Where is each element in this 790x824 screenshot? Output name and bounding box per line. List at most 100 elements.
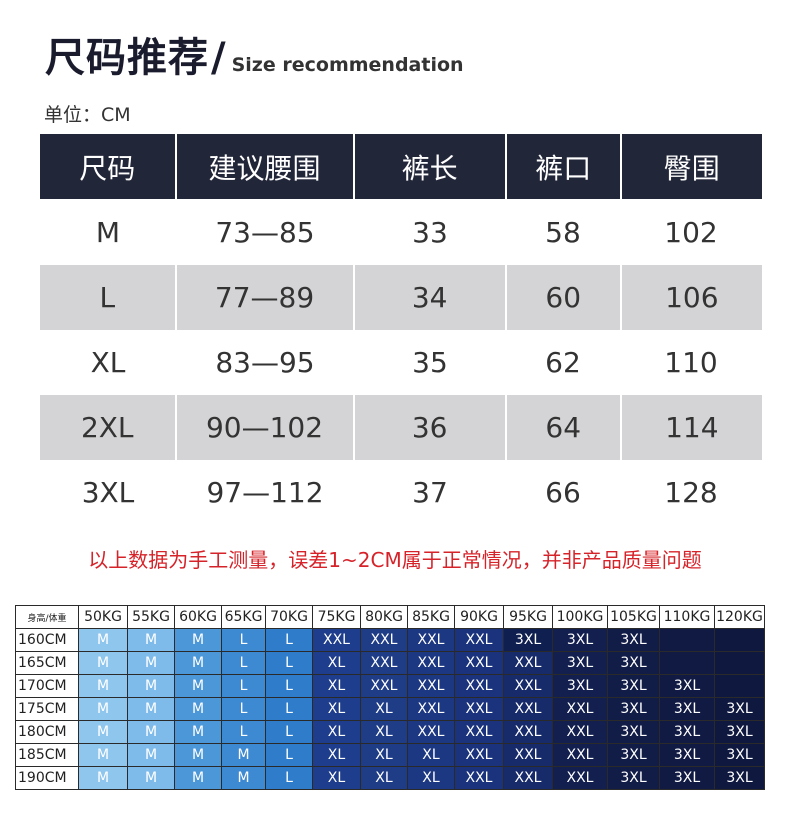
grid-size-cell: M xyxy=(78,651,128,675)
grid-row: 165CM M M M L L XL XXL XXL XXL XXL 3XL 3XL xyxy=(15,651,765,675)
grid-size-cell: XL xyxy=(312,743,361,767)
grid-size-cell: XL xyxy=(407,766,455,790)
grid-size-cell: XXL xyxy=(407,628,455,652)
grid-size-cell: XL xyxy=(312,697,361,721)
grid-size-cell: XXL xyxy=(360,651,408,675)
cell-waist: 73—85 xyxy=(215,216,315,249)
grid-weight-header: 105KG xyxy=(607,605,660,629)
grid-size-cell: M xyxy=(78,766,128,790)
cell-length: 37 xyxy=(412,476,448,509)
grid-size-cell: L xyxy=(265,720,313,744)
grid-row: 185CM M M M M L XL XL XL XXL XXL XXL 3XL 3XL 3XL xyxy=(15,743,765,767)
grid-size-cell: XXL xyxy=(454,651,504,675)
grid-size-cell: XL xyxy=(360,697,408,721)
header-length: 裤长 xyxy=(352,134,505,199)
grid-size-cell: L xyxy=(221,720,266,744)
cell-leg-opening: 64 xyxy=(504,395,620,460)
grid-size-cell: XL xyxy=(360,720,408,744)
table-row: L 77—89 34 60 106 xyxy=(40,265,762,330)
grid-size-cell: XXL xyxy=(360,628,408,652)
title-slash: / xyxy=(211,35,226,81)
unit-label: 单位：CM xyxy=(44,104,131,126)
grid-height-label: 165CM xyxy=(15,651,79,675)
grid-size-cell: 3XL xyxy=(552,628,608,652)
grid-size-cell xyxy=(714,651,765,675)
grid-size-cell: XXL xyxy=(503,651,553,675)
grid-size-cell: 3XL xyxy=(659,674,715,698)
header-hip: 臀围 xyxy=(619,134,762,199)
grid-weight-header: 95KG xyxy=(503,605,553,629)
grid-size-cell: L xyxy=(221,697,266,721)
grid-weight-header: 120KG xyxy=(714,605,765,629)
cell-length: 34 xyxy=(352,265,505,330)
grid-size-cell: M xyxy=(127,697,175,721)
grid-size-cell: XXL xyxy=(552,720,608,744)
grid-height-label: 175CM xyxy=(15,697,79,721)
grid-size-cell: 3XL xyxy=(503,628,553,652)
grid-size-cell: 3XL xyxy=(659,766,715,790)
grid-size-cell: 3XL xyxy=(714,743,765,767)
grid-size-cell: M xyxy=(174,628,222,652)
grid-size-cell: XL xyxy=(407,743,455,767)
grid-size-cell: M xyxy=(78,720,128,744)
grid-height-label: 180CM xyxy=(15,720,79,744)
grid-size-cell xyxy=(714,674,765,698)
grid-row: 180CM M M M L L XL XL XXL XXL XXL XXL 3XL 3XL 3XL xyxy=(15,720,765,744)
grid-size-cell: M xyxy=(78,628,128,652)
grid-size-cell: XXL xyxy=(454,766,504,790)
grid-size-cell: M xyxy=(174,720,222,744)
grid-weight-header: 75KG xyxy=(312,605,361,629)
grid-size-cell: L xyxy=(221,628,266,652)
grid-row: 175CM M M M L L XL XL XXL XXL XXL XXL 3XL 3XL 3XL xyxy=(15,697,765,721)
grid-size-cell: 3XL xyxy=(607,743,660,767)
cell-hip: 102 xyxy=(664,216,718,249)
grid-header-row: 身高/体重 50KG 55KG 60KG 65KG 70KG 75KG 80KG 85KG 90K… xyxy=(15,605,765,629)
grid-size-cell: XL xyxy=(312,651,361,675)
grid-size-cell: XXL xyxy=(552,766,608,790)
cell-length: 33 xyxy=(412,216,448,249)
grid-size-cell: 3XL xyxy=(659,720,715,744)
grid-height-label: 185CM xyxy=(15,743,79,767)
cell-length: 35 xyxy=(412,346,448,379)
grid-size-cell: M xyxy=(127,720,175,744)
cell-hip: 110 xyxy=(664,346,718,379)
cell-leg-opening: 62 xyxy=(545,346,581,379)
grid-size-cell: XXL xyxy=(503,674,553,698)
grid-size-cell: XXL xyxy=(503,720,553,744)
table-row: M 73—85 33 58 102 xyxy=(40,200,762,265)
grid-size-cell: 3XL xyxy=(659,743,715,767)
grid-size-cell: XXL xyxy=(503,697,553,721)
cell-waist: 97—112 xyxy=(206,476,324,509)
grid-weight-header: 60KG xyxy=(174,605,222,629)
grid-height-label: 160CM xyxy=(15,628,79,652)
grid-size-cell: 3XL xyxy=(659,697,715,721)
grid-size-cell: M xyxy=(174,743,222,767)
grid-size-cell: L xyxy=(265,674,313,698)
cell-hip: 114 xyxy=(619,395,762,460)
grid-size-cell: XXL xyxy=(407,720,455,744)
grid-size-cell: 3XL xyxy=(607,697,660,721)
grid-size-cell: XXL xyxy=(454,697,504,721)
grid-weight-header: 110KG xyxy=(659,605,715,629)
grid-size-cell xyxy=(714,628,765,652)
grid-size-cell: 3XL xyxy=(714,720,765,744)
grid-size-cell: XXL xyxy=(407,697,455,721)
header-leg-opening: 裤口 xyxy=(504,134,620,199)
grid-size-cell: M xyxy=(174,766,222,790)
grid-size-cell: M xyxy=(127,651,175,675)
grid-size-cell: XXL xyxy=(454,720,504,744)
grid-size-cell: L xyxy=(265,697,313,721)
grid-size-cell: 3XL xyxy=(607,674,660,698)
grid-row: 160CM M M M L L XXL XXL XXL XXL 3XL 3XL 3XL xyxy=(15,628,765,652)
cell-size: L xyxy=(99,281,116,314)
cell-hip: 128 xyxy=(664,476,718,509)
grid-size-cell: 3XL xyxy=(607,766,660,790)
grid-size-cell: L xyxy=(265,743,313,767)
cell-size: 2XL xyxy=(80,411,134,444)
table-row: 3XL 97—112 37 66 128 xyxy=(40,460,762,525)
grid-size-cell: 3XL xyxy=(607,628,660,652)
title-chinese: 尺码推荐 xyxy=(45,35,209,81)
size-table: 尺码 建议腰围 裤长 裤口 臀围 M 73—85 33 58 102 L 77—… xyxy=(40,134,762,525)
grid-size-cell xyxy=(659,628,715,652)
grid-weight-header: 90KG xyxy=(454,605,504,629)
